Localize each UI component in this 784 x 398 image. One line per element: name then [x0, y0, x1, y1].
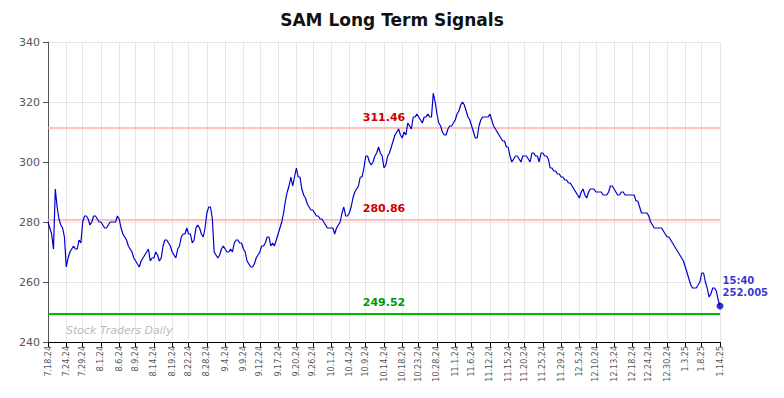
- svg-text:9.26.24: 9.26.24: [308, 346, 317, 377]
- svg-text:311.46: 311.46: [363, 111, 406, 124]
- svg-text:300: 300: [19, 156, 40, 169]
- svg-text:11.29.24: 11.29.24: [557, 346, 566, 382]
- svg-text:12.30.24: 12.30.24: [663, 346, 672, 382]
- svg-text:8.1.24: 8.1.24: [96, 346, 105, 371]
- svg-text:10.23.24: 10.23.24: [414, 346, 423, 382]
- svg-text:12.18.24: 12.18.24: [628, 346, 637, 382]
- svg-text:10.9.24: 10.9.24: [361, 346, 370, 377]
- svg-text:9.9.24: 9.9.24: [239, 346, 248, 371]
- svg-text:10.1.24: 10.1.24: [327, 346, 336, 377]
- svg-text:252.005: 252.005: [723, 287, 769, 298]
- svg-text:SAM Long Term Signals: SAM Long Term Signals: [280, 10, 504, 30]
- svg-text:340: 340: [19, 36, 40, 49]
- svg-text:320: 320: [19, 96, 40, 109]
- svg-text:11.20.24: 11.20.24: [520, 346, 529, 382]
- svg-text:9.20.24: 9.20.24: [292, 346, 301, 377]
- svg-text:8.22.24: 8.22.24: [184, 346, 193, 377]
- svg-text:10.18.24: 10.18.24: [398, 346, 407, 382]
- svg-text:Stock Traders Daily: Stock Traders Daily: [66, 324, 173, 337]
- svg-text:1.3.25: 1.3.25: [681, 346, 690, 371]
- svg-text:9.12.24: 9.12.24: [255, 346, 264, 377]
- svg-text:11.6.24: 11.6.24: [467, 346, 476, 377]
- svg-text:11.15.24: 11.15.24: [504, 346, 513, 382]
- svg-text:260: 260: [19, 276, 40, 289]
- svg-text:280: 280: [19, 216, 40, 229]
- svg-text:249.52: 249.52: [363, 296, 405, 309]
- svg-text:9.4.24: 9.4.24: [221, 346, 230, 371]
- svg-text:12.5.24: 12.5.24: [575, 346, 584, 377]
- svg-text:8.28.24: 8.28.24: [202, 346, 211, 377]
- svg-text:7.24.24: 7.24.24: [62, 346, 71, 377]
- svg-text:9.17.24: 9.17.24: [274, 346, 283, 377]
- svg-text:8.14.24: 8.14.24: [149, 346, 158, 377]
- svg-text:12.10.24: 12.10.24: [591, 346, 600, 382]
- svg-text:10.4.24: 10.4.24: [345, 346, 354, 377]
- svg-text:11.25.24: 11.25.24: [538, 346, 547, 382]
- svg-text:240: 240: [19, 336, 40, 349]
- svg-text:8.19.24: 8.19.24: [168, 346, 177, 377]
- svg-text:12.13.24: 12.13.24: [610, 346, 619, 382]
- svg-text:7.29.24: 7.29.24: [78, 346, 87, 377]
- svg-text:10.28.24: 10.28.24: [432, 346, 441, 382]
- svg-text:15:40: 15:40: [723, 275, 755, 286]
- svg-text:7.18.24: 7.18.24: [44, 346, 53, 377]
- svg-text:11.12.24: 11.12.24: [485, 346, 494, 382]
- svg-text:10.14.24: 10.14.24: [380, 346, 389, 382]
- svg-text:8.6.24: 8.6.24: [115, 346, 124, 371]
- svg-text:11.1.24: 11.1.24: [451, 346, 460, 377]
- svg-text:1.14.25: 1.14.25: [716, 346, 725, 377]
- svg-text:1.8.25: 1.8.25: [697, 346, 706, 371]
- svg-text:8.9.24: 8.9.24: [131, 346, 140, 371]
- svg-text:280.86: 280.86: [363, 202, 406, 215]
- svg-text:12.24.24: 12.24.24: [644, 346, 653, 382]
